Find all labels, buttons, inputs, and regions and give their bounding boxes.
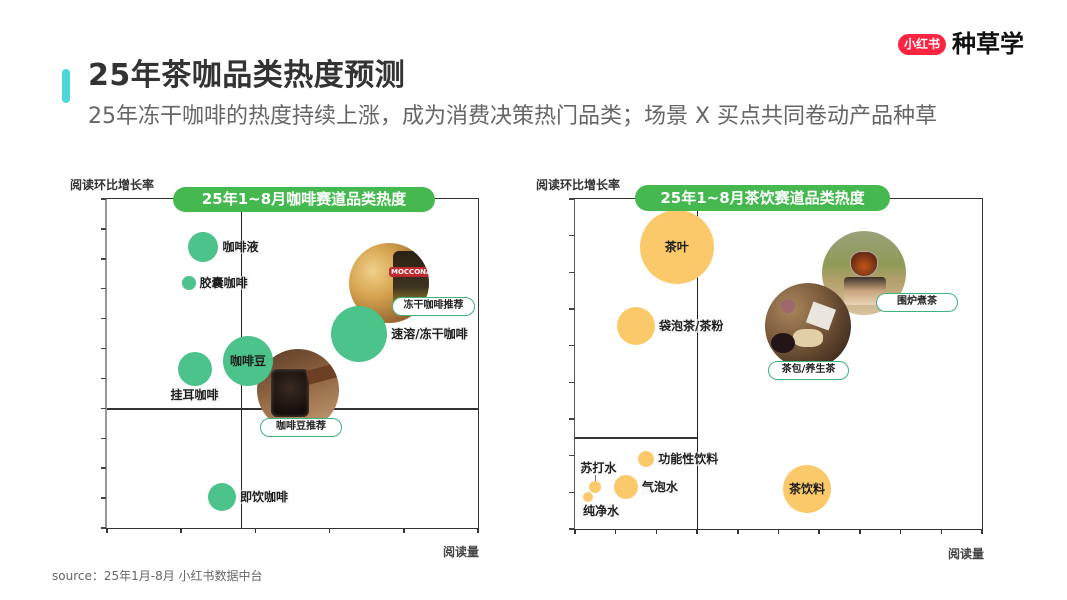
herbal-tea-tag: 茶包/养生茶 bbox=[768, 361, 849, 380]
y-axis-tick bbox=[569, 418, 574, 420]
y-axis-tick bbox=[101, 317, 106, 320]
coffee-chart-title: 25年1~8月咖啡赛道品类热度 bbox=[173, 187, 435, 212]
x-axis-tick bbox=[614, 529, 617, 534]
bubble-挂耳咖啡 bbox=[177, 352, 212, 387]
bubble-袋泡茶/茶粉 bbox=[617, 306, 656, 345]
photo-brand-label: MOCCONA bbox=[389, 267, 429, 277]
brand-logo: 小红书 种草学 bbox=[898, 30, 1024, 58]
coffee-beans-tag: 咖啡豆推荐 bbox=[260, 418, 342, 437]
y-axis-tick bbox=[101, 407, 106, 410]
bubble-label: 茶叶 bbox=[664, 239, 689, 254]
x-axis-tick bbox=[859, 529, 861, 534]
herb-slices-shape bbox=[793, 329, 823, 347]
y-axis-tick bbox=[101, 377, 106, 380]
y-axis-tick bbox=[569, 344, 574, 347]
bubble-label: 苏打水 bbox=[579, 460, 618, 475]
herbal-tea-photo bbox=[765, 283, 851, 369]
bubble-功能性饮料 bbox=[638, 451, 655, 468]
x-axis-tick bbox=[737, 529, 739, 534]
bubble-纯净水 bbox=[583, 492, 594, 503]
y-axis-tick bbox=[101, 258, 106, 260]
bubble-label: 袋泡茶/茶粉 bbox=[658, 318, 725, 333]
tea-y-axis-label: 阅读环比增长率 bbox=[536, 178, 621, 192]
tea-chart-title: 25年1~8月茶饮赛道品类热度 bbox=[635, 185, 890, 211]
bubble-label: 茶饮料 bbox=[788, 481, 825, 496]
fireside-tea-photo bbox=[822, 231, 906, 315]
bubble-茶叶 bbox=[639, 209, 714, 284]
x-axis-tick bbox=[574, 529, 576, 534]
x-axis-tick bbox=[777, 529, 780, 534]
bubble-胶囊咖啡 bbox=[181, 275, 196, 290]
bubble-速溶/冻干咖啡 bbox=[331, 305, 388, 362]
coffee-x-axis-label: 阅读量 bbox=[443, 545, 480, 559]
x-axis-tick bbox=[477, 528, 479, 533]
label-leader-line bbox=[595, 474, 597, 481]
quadrant-divider-vertical bbox=[697, 199, 699, 529]
title-accent-bar bbox=[62, 69, 70, 103]
teabag-shape bbox=[805, 301, 837, 331]
freeze-dried-coffee-tag: 冻干咖啡推荐 bbox=[392, 297, 475, 316]
y-axis-tick bbox=[101, 198, 106, 200]
tea-bubble-chart: 围炉煮茶 茶包/养生茶 茶叶袋泡茶/茶粉 功能性饮料苏打水纯净水 气泡水 茶饮料 bbox=[569, 198, 983, 534]
coffee-bubble-chart: MOCCONA 冻干咖啡推荐 咖啡豆推荐 咖啡液胶囊咖啡咖啡豆挂耳咖啡 速溶/冻干… bbox=[101, 198, 479, 533]
coffee-y-axis-label: 阅读环比增长率 bbox=[70, 178, 155, 192]
y-axis-tick bbox=[569, 454, 574, 457]
y-axis-tick bbox=[569, 528, 574, 530]
y-axis-tick bbox=[101, 437, 106, 440]
x-axis-tick bbox=[981, 529, 983, 534]
bubble-咖啡豆 bbox=[222, 335, 273, 386]
xiaohongshu-badge: 小红书 bbox=[898, 33, 947, 55]
y-axis-tick bbox=[569, 271, 574, 274]
bubble-label: 功能性饮料 bbox=[657, 452, 720, 467]
x-axis-tick bbox=[696, 529, 698, 534]
x-axis-tick bbox=[655, 529, 658, 534]
x-axis-tick bbox=[403, 528, 405, 533]
bubble-咖啡液 bbox=[188, 231, 219, 262]
bubble-苏打水 bbox=[589, 480, 602, 493]
y-axis-tick bbox=[569, 308, 574, 310]
bubble-茶饮料 bbox=[782, 464, 831, 513]
x-axis-tick bbox=[328, 528, 331, 533]
bubble-label: 挂耳咖啡 bbox=[169, 388, 220, 403]
dried-fruit-shape bbox=[771, 333, 795, 353]
x-axis-tick bbox=[180, 528, 182, 533]
bubble-label: 气泡水 bbox=[640, 479, 679, 494]
fireside-tea-tag: 围炉煮茶 bbox=[876, 293, 958, 312]
y-axis-tick bbox=[101, 467, 106, 469]
bubble-label: 咖啡豆 bbox=[229, 353, 266, 368]
y-axis-tick bbox=[569, 198, 574, 200]
y-axis-tick bbox=[101, 228, 106, 230]
x-axis-tick bbox=[106, 528, 108, 533]
y-axis-tick bbox=[569, 491, 574, 494]
bubble-label: 速溶/冻干咖啡 bbox=[390, 326, 469, 341]
y-axis-tick bbox=[101, 497, 106, 499]
bubble-label: 咖啡液 bbox=[221, 239, 260, 254]
coffee-beans-photo bbox=[257, 349, 339, 431]
brand-name: 种草学 bbox=[952, 30, 1025, 58]
page-title: 25年茶咖品类热度预测 bbox=[88, 58, 406, 93]
teapot-shape bbox=[850, 251, 878, 277]
chocolate-bar-shape bbox=[305, 363, 339, 385]
rose-shape bbox=[781, 299, 795, 313]
beans-jar-shape bbox=[271, 369, 309, 417]
y-axis-tick bbox=[569, 234, 574, 237]
x-axis-tick bbox=[940, 529, 943, 534]
x-axis-tick bbox=[254, 528, 257, 533]
quadrant-divider-horizontal bbox=[575, 437, 698, 439]
bubble-label: 即饮咖啡 bbox=[239, 489, 290, 504]
page-subtitle: 25年冻干咖啡的热度持续上涨，成为消费决策热门品类；场景 X 买点共同卷动产品种… bbox=[88, 104, 938, 129]
x-axis-tick bbox=[818, 529, 820, 534]
bubble-label: 胶囊咖啡 bbox=[198, 275, 249, 290]
tea-x-axis-label: 阅读量 bbox=[948, 547, 985, 561]
bubble-气泡水 bbox=[613, 474, 638, 499]
y-axis-tick bbox=[101, 347, 106, 350]
bubble-即饮咖啡 bbox=[208, 482, 236, 511]
y-axis-tick bbox=[569, 381, 574, 384]
bubble-label: 纯净水 bbox=[582, 504, 621, 519]
y-axis-tick bbox=[101, 527, 106, 529]
x-axis-tick bbox=[899, 529, 902, 534]
y-axis-tick bbox=[101, 287, 106, 290]
data-source-note: source：25年1月-8月 小红书数据中台 bbox=[52, 569, 263, 583]
